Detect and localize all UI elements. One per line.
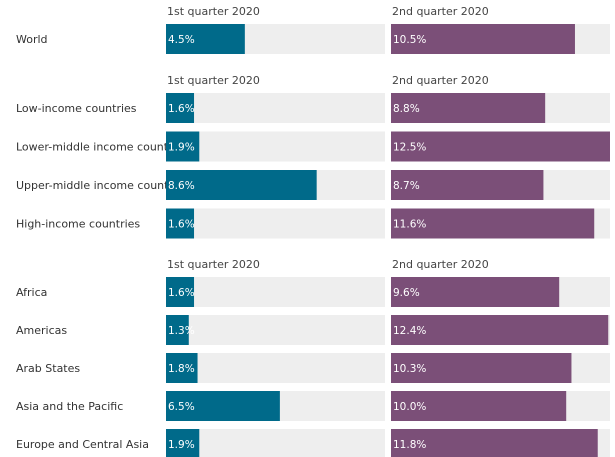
bar-q2 <box>391 170 544 200</box>
series-header-q2: 2nd quarter 2020 <box>392 258 489 271</box>
bar-q1 <box>166 277 195 307</box>
data-label: 1.8% <box>168 363 195 375</box>
bar-q1 <box>166 170 317 200</box>
bar-track <box>166 131 385 162</box>
bar-track <box>166 429 385 457</box>
category-label: Asia and the Pacific <box>16 400 123 413</box>
bar-track <box>166 353 385 383</box>
data-label: 10.5% <box>393 34 426 46</box>
bar-q1 <box>166 131 200 162</box>
data-label: 1.9% <box>168 142 195 154</box>
data-label: 10.3% <box>393 363 426 375</box>
data-label: 12.4% <box>393 325 426 337</box>
data-label: 8.7% <box>393 180 420 192</box>
bar-q1 <box>166 93 195 123</box>
category-label: Low-income countries <box>16 102 137 115</box>
data-label: 4.5% <box>168 34 195 46</box>
category-label: Lower-middle income countries <box>16 141 188 154</box>
data-label: 1.6% <box>168 287 195 299</box>
data-label: 1.9% <box>168 439 195 451</box>
bar-q1 <box>166 208 195 239</box>
category-label: World <box>16 33 48 46</box>
bar-q2 <box>391 131 610 162</box>
bar-q2 <box>391 277 560 307</box>
category-label: High-income countries <box>16 218 140 231</box>
bar-track <box>166 93 385 123</box>
bar-q2 <box>391 93 546 123</box>
data-label: 6.5% <box>168 401 195 413</box>
bar-q1 <box>166 353 198 383</box>
category-label: Africa <box>16 286 47 299</box>
bar-track <box>166 277 385 307</box>
category-label: Americas <box>16 324 67 337</box>
data-label: 8.6% <box>168 180 195 192</box>
bar-q2 <box>391 24 575 54</box>
bar-track <box>166 208 385 239</box>
bar-track <box>166 315 385 345</box>
bar-q2 <box>391 429 598 457</box>
bar-q2 <box>391 208 595 239</box>
data-label: 11.6% <box>393 219 426 231</box>
bar-q1 <box>166 429 200 457</box>
bar-q2 <box>391 391 567 421</box>
series-header-q1: 1st quarter 2020 <box>167 5 260 18</box>
bar-q2 <box>391 353 572 383</box>
data-label: 1.6% <box>168 103 195 115</box>
data-label: 11.8% <box>393 439 426 451</box>
bar-q1 <box>166 315 189 345</box>
series-header-q2: 2nd quarter 2020 <box>392 74 489 87</box>
data-label: 12.5% <box>393 142 426 154</box>
data-label: 8.8% <box>393 103 420 115</box>
data-label: 9.6% <box>393 287 420 299</box>
category-label: Arab States <box>16 362 80 375</box>
bar-q2 <box>391 315 609 345</box>
series-header-q2: 2nd quarter 2020 <box>392 5 489 18</box>
category-label: Upper-middle income countries <box>16 179 189 192</box>
data-label: 10.0% <box>393 401 426 413</box>
data-label: 1.3% <box>168 325 195 337</box>
category-label: Europe and Central Asia <box>16 438 149 451</box>
bar-q1 <box>166 391 280 421</box>
series-header-q1: 1st quarter 2020 <box>167 258 260 271</box>
bar-q1 <box>166 24 245 54</box>
series-header-q1: 1st quarter 2020 <box>167 74 260 87</box>
data-label: 1.6% <box>168 219 195 231</box>
